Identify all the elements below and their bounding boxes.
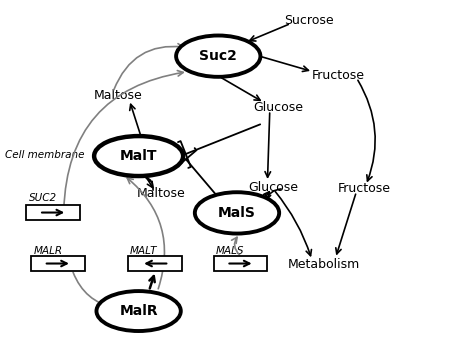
- Text: MALT: MALT: [130, 246, 158, 256]
- Text: Fructose: Fructose: [337, 182, 391, 195]
- Text: MalT: MalT: [120, 149, 157, 163]
- Ellipse shape: [176, 35, 260, 77]
- Text: SUC2: SUC2: [28, 193, 57, 203]
- Text: Glucose: Glucose: [249, 181, 299, 194]
- Text: MALR: MALR: [33, 246, 63, 256]
- Text: MALS: MALS: [216, 246, 245, 256]
- Text: Fructose: Fructose: [312, 69, 365, 82]
- Ellipse shape: [97, 291, 181, 331]
- Ellipse shape: [94, 136, 183, 176]
- Text: Sucrose: Sucrose: [284, 14, 334, 27]
- Text: Cell membrane: Cell membrane: [5, 150, 85, 160]
- Text: Maltose: Maltose: [94, 89, 143, 102]
- Ellipse shape: [195, 192, 279, 233]
- Bar: [31, 256, 85, 271]
- Bar: [214, 256, 267, 271]
- Text: Glucose: Glucose: [254, 102, 303, 114]
- Text: Suc2: Suc2: [200, 49, 237, 63]
- Text: Maltose: Maltose: [137, 188, 185, 201]
- Bar: [26, 205, 80, 220]
- Bar: [128, 256, 182, 271]
- Text: Metabolism: Metabolism: [288, 258, 360, 271]
- Text: MalR: MalR: [119, 304, 158, 318]
- Text: MalS: MalS: [218, 206, 256, 220]
